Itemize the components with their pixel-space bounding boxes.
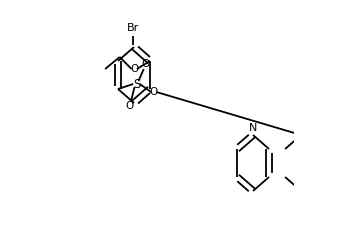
Text: S: S xyxy=(133,77,140,91)
Text: O: O xyxy=(126,101,134,111)
Text: O: O xyxy=(150,87,158,97)
Text: N: N xyxy=(249,123,257,133)
Text: Br: Br xyxy=(127,23,139,33)
Text: O: O xyxy=(130,64,138,74)
Text: O: O xyxy=(142,59,150,69)
